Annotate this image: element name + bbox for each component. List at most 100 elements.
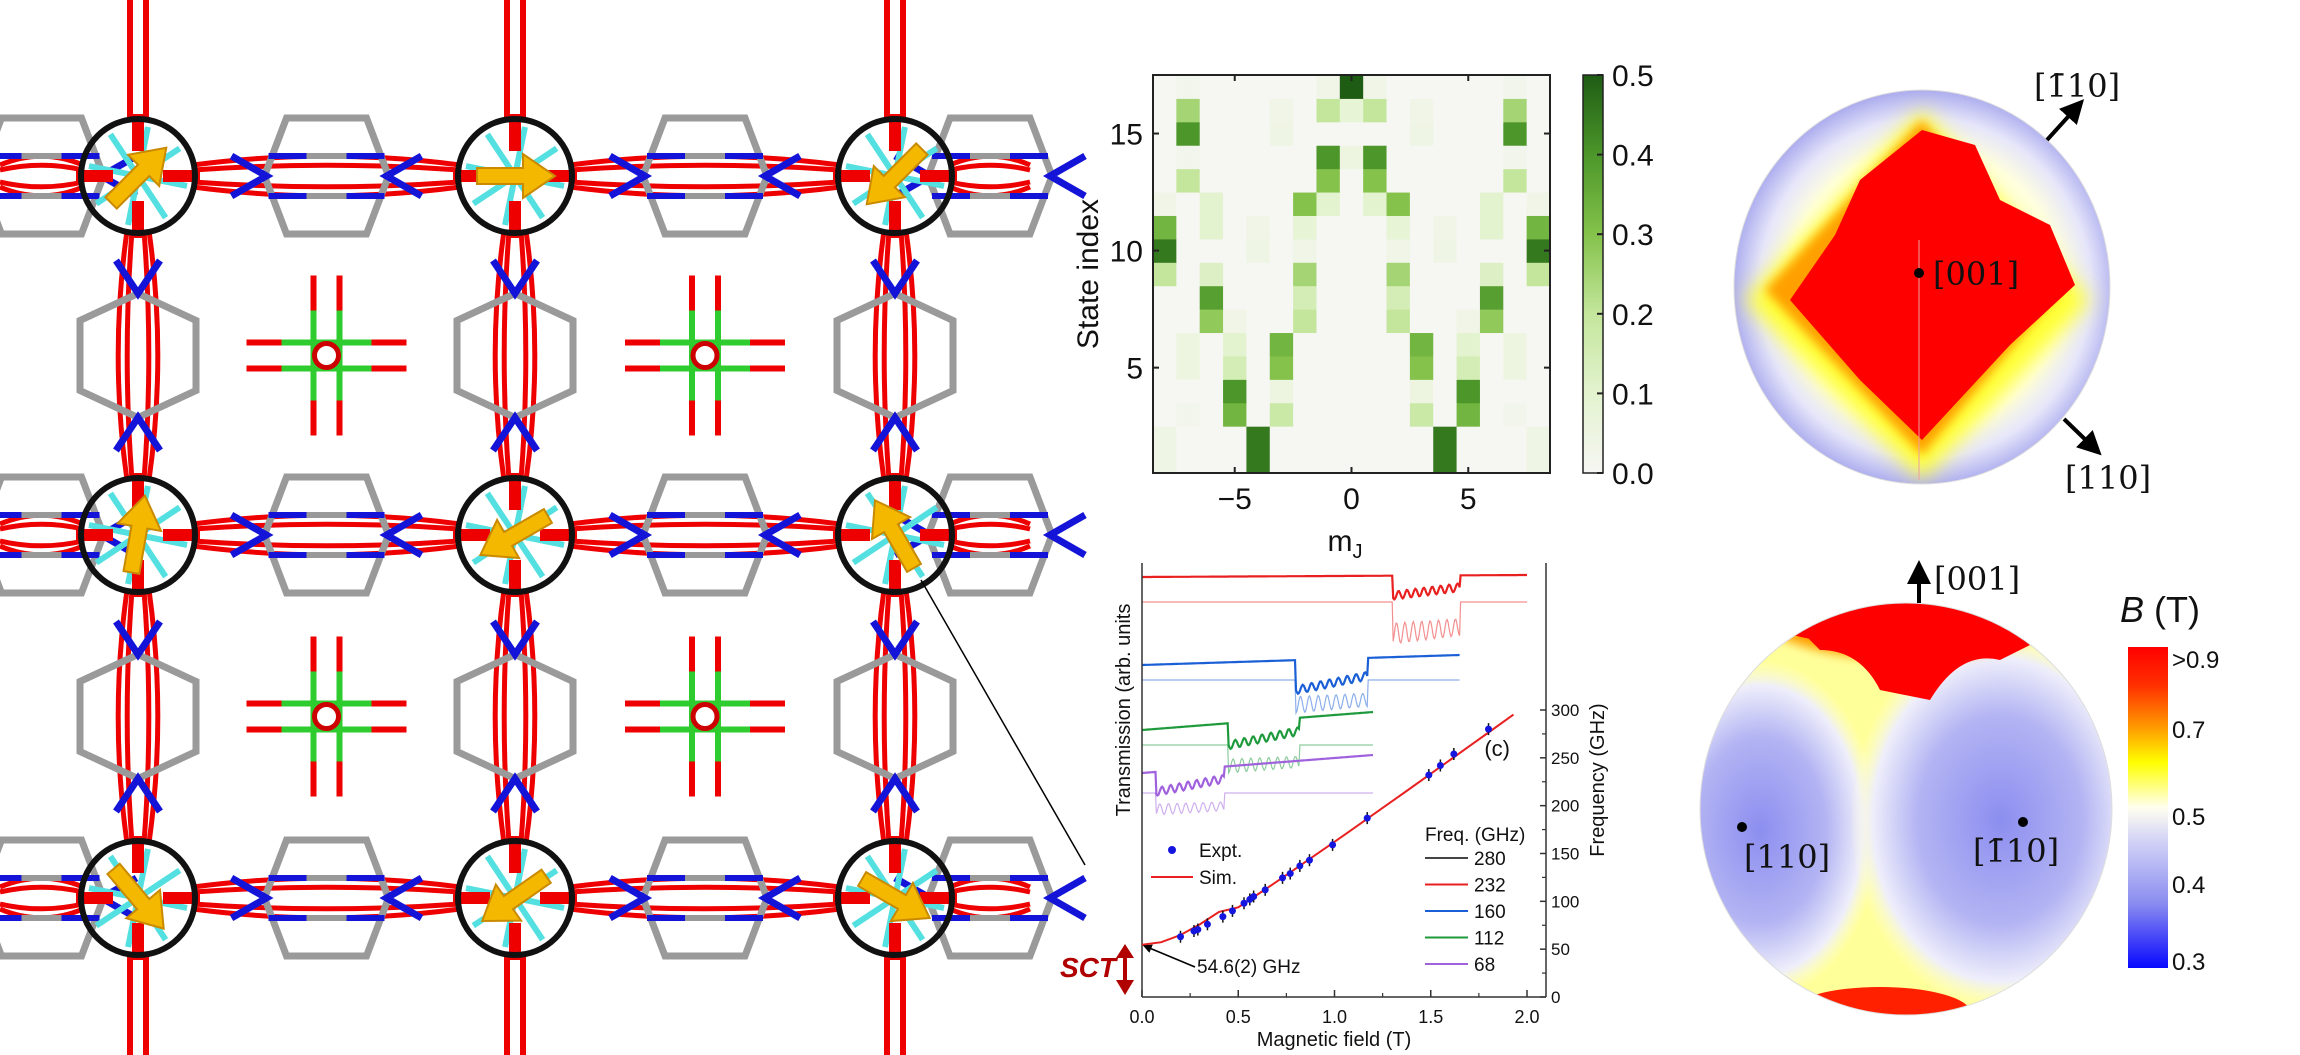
heatmap-cell xyxy=(1433,262,1458,287)
node-circle xyxy=(455,475,575,595)
arrow-down-right-icon xyxy=(2062,417,2102,456)
heatmap-cell xyxy=(1153,285,1177,310)
heatmap-cell xyxy=(1409,215,1434,240)
heatmap-cell xyxy=(1199,355,1224,380)
heatmap-cell xyxy=(1153,215,1177,240)
heatmap-cell xyxy=(1316,285,1341,310)
heatmap-cell xyxy=(1199,168,1224,193)
heatmap-cell xyxy=(1176,355,1201,380)
heatmap-cell xyxy=(1339,402,1364,427)
heatmap-cell xyxy=(1409,379,1434,404)
red-bond xyxy=(569,162,841,173)
spin-arrow-icon xyxy=(865,142,929,206)
ring xyxy=(312,702,341,731)
horizontal-linker xyxy=(0,114,139,238)
heatmap-cell xyxy=(1339,332,1364,357)
heatmap-cell xyxy=(1223,98,1247,123)
red-bond xyxy=(949,901,1031,912)
label-bottom-001: [001] xyxy=(1934,560,2020,598)
heatmap-cell xyxy=(1176,332,1201,357)
pyrazine-ring xyxy=(639,473,771,597)
heatmap-cell xyxy=(1269,238,1294,263)
n-bond xyxy=(490,772,540,814)
heatmap-cell xyxy=(1293,145,1317,170)
horizontal-linker xyxy=(192,836,461,960)
heatmap-cell xyxy=(1153,145,1177,170)
y-tick-label: 100 xyxy=(1551,892,1579,911)
n-bond xyxy=(229,511,274,559)
heatmap-cell xyxy=(1199,238,1224,263)
legend-expt-marker xyxy=(1168,846,1176,854)
heatmap-cell xyxy=(1269,285,1294,310)
spin-arrow-shape xyxy=(870,498,923,574)
heatmap-cell xyxy=(1456,332,1481,357)
heatmap-cell xyxy=(1386,379,1411,404)
heatmap-cell xyxy=(1316,168,1341,193)
heatmap-cell xyxy=(1409,192,1434,216)
vertical-linker xyxy=(833,589,957,844)
heatmap-cell xyxy=(1386,332,1411,357)
spin-arrow-icon xyxy=(106,862,165,930)
x-tick-label: 1.5 xyxy=(1418,1007,1443,1027)
metal-node xyxy=(833,114,957,238)
heatmap-cell xyxy=(1363,449,1388,474)
heatmap-cell xyxy=(1456,309,1481,334)
heatmap-cell xyxy=(1176,285,1201,310)
heatmap-cell xyxy=(1153,238,1177,263)
heatmap-cell xyxy=(1246,285,1271,310)
heatmap-cell xyxy=(1176,379,1201,404)
point-110-marker xyxy=(1737,822,1747,832)
heatmap-cell xyxy=(1503,168,1528,193)
heatmap-cell xyxy=(1479,121,1504,146)
n-bond xyxy=(379,152,424,200)
heatmap-cell xyxy=(1316,332,1341,357)
heatmap-cell xyxy=(1269,402,1294,427)
heatmap-cell xyxy=(1409,309,1434,334)
expt-spectrum-112 xyxy=(1141,710,1374,751)
red-bond xyxy=(192,901,461,912)
heatmap-cells xyxy=(1153,75,1551,474)
n-bond xyxy=(608,152,653,200)
horizontal-linker xyxy=(569,473,841,597)
heatmap-cell xyxy=(1176,121,1201,146)
red-bond xyxy=(192,162,461,173)
red-bond xyxy=(569,901,841,912)
red-bond xyxy=(0,162,84,173)
red-bond xyxy=(569,179,841,190)
heatmap-cell xyxy=(1199,309,1224,334)
heatmap-cell xyxy=(1316,121,1341,146)
freq-legend-label: 160 xyxy=(1474,902,1506,923)
heatmap-cell xyxy=(1246,168,1271,193)
heatmap-cell xyxy=(1363,215,1388,240)
heatmap-cell xyxy=(1433,75,1458,99)
heatmap-cell xyxy=(1456,98,1481,123)
ring xyxy=(312,341,341,370)
red-bond xyxy=(881,230,892,481)
node-circle xyxy=(78,116,198,236)
heatmap-cell xyxy=(1176,75,1201,99)
red-bond xyxy=(141,230,152,481)
heatmap-cell xyxy=(1386,145,1411,170)
expt-point xyxy=(1177,933,1184,941)
heatmap-cell xyxy=(1526,121,1551,146)
heatmap-cell xyxy=(1269,215,1294,240)
heatmap-chart: −5 0 5 5 10 15 State index mJ 0.0 0.1 0.2 0.3 0.4… xyxy=(1072,60,1654,563)
heatmap-cell xyxy=(1409,145,1434,170)
metal-node xyxy=(453,114,577,238)
x-tick-label: 0.5 xyxy=(1226,1007,1251,1027)
heatmap-cell xyxy=(1199,285,1224,310)
heatmap-cell xyxy=(1526,309,1551,334)
heatmap-cell xyxy=(1339,121,1364,146)
pyrazine-ring xyxy=(453,650,577,783)
red-bond xyxy=(0,884,84,895)
label-110-lower: [110] xyxy=(2065,459,2151,497)
spin-arrow-icon xyxy=(115,493,163,575)
spin-arrow-shape xyxy=(104,146,168,210)
heatmap-cell xyxy=(1526,449,1551,474)
red-bond xyxy=(518,230,529,481)
heatmap-cell xyxy=(1456,75,1481,99)
counter-anion-cluster xyxy=(625,275,785,436)
heatmap-cell xyxy=(1386,309,1411,334)
stereo-projection-top: [001] [1̄10] [110] xyxy=(1733,67,2151,497)
heatmap-cell xyxy=(1316,355,1341,380)
